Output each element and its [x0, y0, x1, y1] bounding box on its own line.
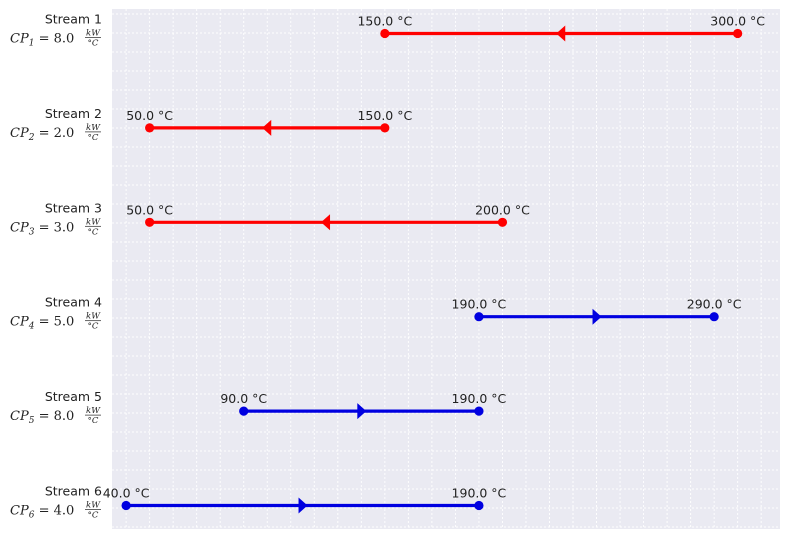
stream-direction-arrow — [262, 119, 272, 136]
stream-endpoint-in — [474, 312, 484, 322]
cp-label: CP5 = 8.0 — [10, 409, 74, 426]
cp-label: CP6 = 4.0 — [10, 504, 74, 521]
temperature-label-out: 50.0 °C — [126, 202, 173, 217]
stream-name-label: Stream 1 — [45, 12, 102, 27]
stream-direction-arrow — [298, 497, 308, 514]
cp-label: CP1 = 8.0 — [10, 32, 74, 49]
cp-label: CP4 = 5.0 — [10, 315, 74, 332]
temperature-label-in: 200.0 °C — [475, 202, 530, 217]
stream-name-label: Stream 3 — [45, 200, 102, 215]
stream-endpoint-out — [474, 406, 484, 416]
stream-endpoint-in — [121, 500, 131, 511]
cp-unit-numerator: kW — [86, 501, 101, 511]
stream-endpoint-in — [497, 217, 508, 227]
cp-unit-denominator: °C — [88, 511, 99, 521]
stream-direction-arrow — [321, 214, 331, 231]
temperature-label-in: 90.0 °C — [220, 391, 267, 406]
temperature-label-out: 50.0 °C — [126, 108, 173, 123]
stream-name-label: Stream 6 — [45, 484, 102, 499]
stream-endpoint-in — [239, 406, 249, 416]
temperature-label-out: 190.0 °C — [452, 391, 507, 406]
plot-background — [112, 9, 780, 529]
stream-endpoint-out — [145, 217, 155, 227]
cp-unit-numerator: kW — [86, 29, 101, 39]
stream-endpoint-in — [733, 28, 743, 39]
temperature-label-out: 290.0 °C — [687, 297, 742, 312]
temperature-label-in: 190.0 °C — [452, 297, 507, 312]
stream-direction-arrow — [357, 403, 367, 420]
stream-endpoint-out — [380, 28, 390, 39]
cp-unit-numerator: kW — [86, 312, 101, 322]
temperature-label-in: 300.0 °C — [710, 14, 765, 29]
stream-name-label: Stream 5 — [45, 389, 102, 404]
cp-unit-denominator: °C — [88, 39, 99, 49]
stream-direction-arrow — [592, 308, 602, 325]
temperature-label-out: 190.0 °C — [452, 486, 507, 501]
cp-unit-denominator: °C — [88, 133, 99, 143]
cp-unit-denominator: °C — [88, 416, 99, 426]
stream-endpoint-out — [709, 312, 719, 322]
stream-direction-arrow — [556, 25, 566, 42]
stream-endpoint-in — [380, 123, 390, 133]
temperature-label-in: 150.0 °C — [357, 108, 412, 123]
cp-unit-numerator: kW — [86, 123, 101, 133]
temperature-label-in: 40.0 °C — [103, 486, 150, 501]
cp-unit-numerator: kW — [86, 217, 101, 227]
temperature-label-out: 150.0 °C — [357, 14, 412, 29]
stream-endpoint-out — [474, 500, 484, 511]
cp-unit-numerator: kW — [86, 406, 101, 416]
cp-label: CP2 = 2.0 — [10, 126, 74, 143]
stream-lines: 300.0 °C 150.0 °C 150.0 °C 50.0 °C 200.0 °C 5… — [103, 14, 765, 514]
stream-endpoint-out — [145, 123, 155, 133]
stream-name-label: Stream 2 — [45, 106, 102, 121]
stream-name-label: Stream 4 — [45, 295, 102, 310]
cp-label: CP3 = 3.0 — [10, 220, 74, 237]
cp-unit-denominator: °C — [88, 227, 99, 237]
cp-unit-denominator: °C — [88, 322, 99, 332]
